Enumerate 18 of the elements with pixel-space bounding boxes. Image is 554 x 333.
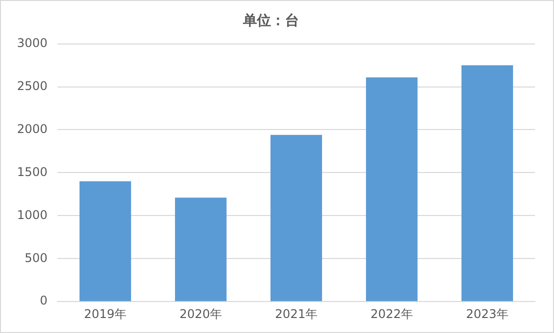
bar — [461, 65, 514, 302]
y-tick-label: 1500 — [16, 164, 48, 179]
x-tick-label: 2023年 — [466, 306, 509, 321]
x-tick-label: 2020年 — [180, 306, 222, 321]
bar — [174, 198, 227, 302]
y-tick-label: 500 — [24, 250, 48, 265]
x-tick-label: 2019年 — [84, 306, 127, 321]
y-tick-label: 0 — [40, 294, 48, 308]
x-tick-label: 2021年 — [274, 306, 318, 321]
chart-title: 单位：台 — [242, 13, 299, 30]
y-tick-label: 1000 — [16, 208, 48, 222]
bar — [270, 134, 322, 302]
y-tick-label: 2000 — [16, 122, 48, 136]
x-tick-label: 2022年 — [370, 306, 414, 321]
y-tick-label: 2500 — [16, 78, 48, 93]
bar — [80, 181, 132, 302]
y-tick-label: 3000 — [16, 36, 48, 50]
bar — [366, 77, 418, 302]
